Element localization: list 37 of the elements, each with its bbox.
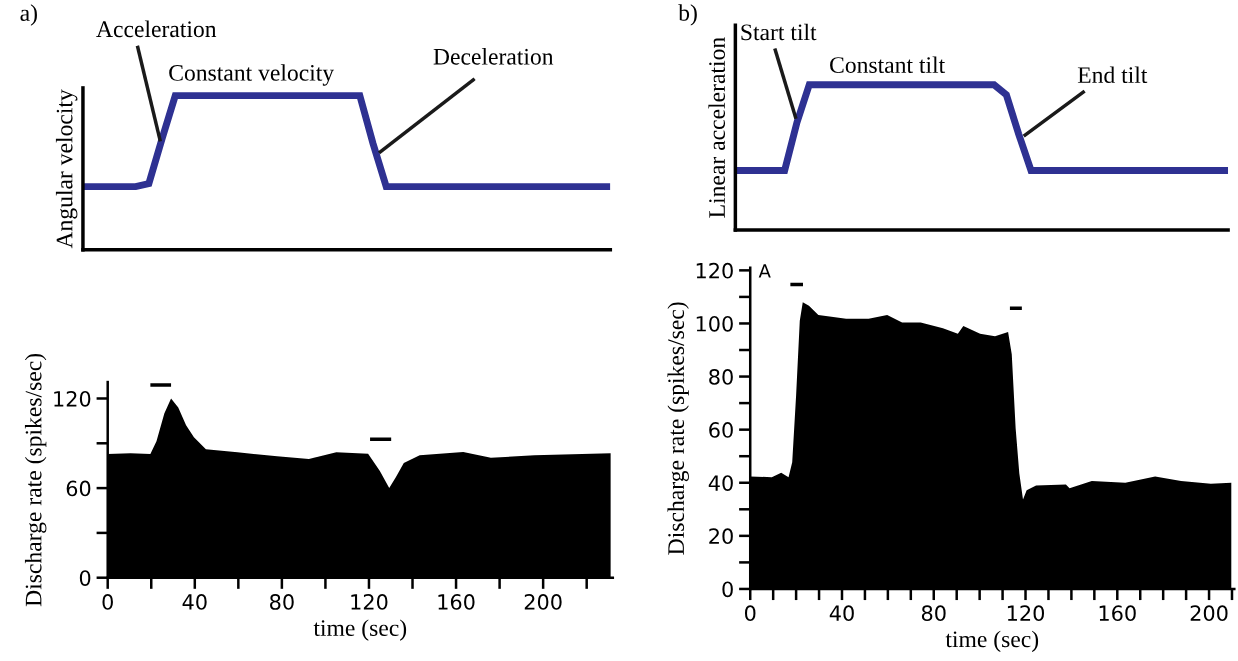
y-axis-title: Linear acceleration [708,37,726,218]
x-tick-label: 0 [102,594,113,610]
y-tick-label: 60 [709,422,733,438]
y-tick-label: 60 [66,480,91,497]
x-tick-label: 40 [182,594,207,610]
y-tick-label: 0 [79,570,91,586]
annotation: A [758,264,771,278]
chart-title: b) [678,4,697,26]
x-tick-label: 80 [270,594,294,610]
y-tick-label: 20 [709,528,733,545]
x-tick-label: 200 [524,594,562,610]
text: Constant velocity [169,64,335,86]
y-tick-label: 100 [696,315,733,332]
x-tick-label: 80 [921,605,946,622]
text: Acceleration [96,20,217,38]
text: Constant tilt [830,56,946,74]
x-tick-label: 120 [351,594,388,610]
y-tick-label: 120 [696,262,733,279]
x-tick-label: 40 [829,605,854,622]
text: Deceleration [433,48,554,65]
x-tick-label: 200 [1190,605,1228,622]
y-axis-title: Discharge rate (spikes/sec) [667,302,689,555]
x-axis-title: time (sec) [945,630,1039,653]
y-tick-label: 40 [708,475,733,491]
y-tick-label: 80 [709,369,733,385]
x-axis-title: time (sec) [313,619,407,641]
x-tick-label: 120 [1007,605,1045,622]
chart-title: a) [20,4,37,26]
text: End tilt [1077,66,1148,84]
x-tick-label: 160 [1099,605,1136,622]
y-tick-label: 120 [54,390,91,407]
text: Start tilt [741,23,817,41]
x-tick-label: 160 [438,594,475,610]
y-tick-label: 0 [722,581,733,598]
x-tick-label: 0 [744,605,756,622]
y-axis-title: Discharge rate (spikes/sec) [24,353,47,607]
y-axis-title: Angular velocity [55,89,78,249]
